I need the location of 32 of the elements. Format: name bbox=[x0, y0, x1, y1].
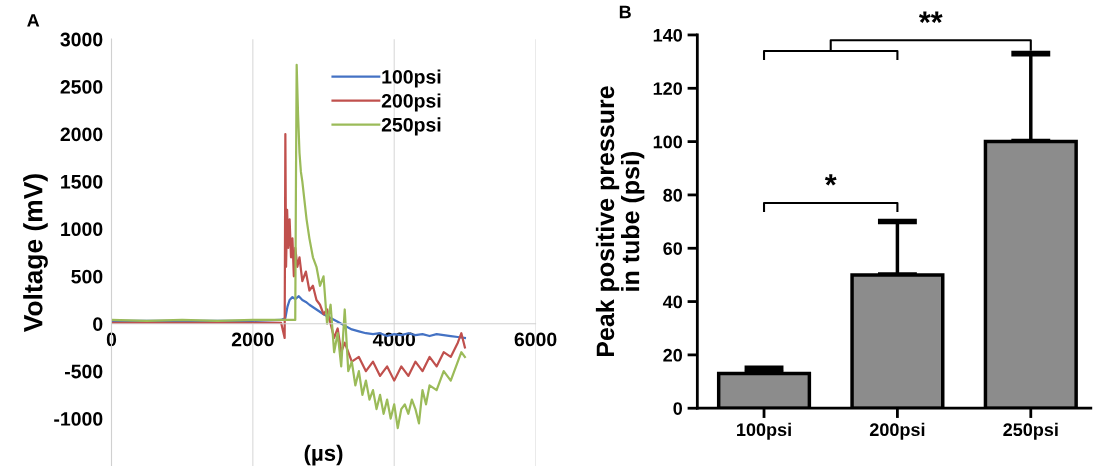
y-tick-label: 3000 bbox=[60, 32, 103, 47]
y-tick-label: 100 bbox=[653, 135, 683, 149]
y-tick-label: 120 bbox=[653, 82, 683, 95]
y-tick-label: 40 bbox=[662, 295, 683, 309]
y-tick-label: -1000 bbox=[54, 412, 103, 426]
legend-label: 100psi bbox=[382, 69, 441, 88]
x-axis-title: (µs) bbox=[304, 444, 343, 466]
x-tick-label: 250psi bbox=[1003, 422, 1058, 440]
y-tick-label: 80 bbox=[663, 188, 683, 202]
chart-title: B bbox=[619, 5, 631, 19]
y-tick-label: 2500 bbox=[60, 80, 103, 94]
y-tick-label: 60 bbox=[663, 242, 683, 255]
y-tick-label: 0 bbox=[93, 317, 103, 331]
legend-label: 250psi bbox=[381, 117, 441, 136]
y-tick-label: 1000 bbox=[61, 222, 103, 237]
x-tick-label: 200psi bbox=[869, 422, 925, 440]
y-tick-label: 2000 bbox=[60, 127, 103, 142]
y-tick-label: 20 bbox=[663, 348, 683, 362]
y-tick-label: 0 bbox=[673, 402, 683, 415]
chart-title: A bbox=[27, 14, 40, 27]
x-tick-label: 6000 bbox=[514, 332, 557, 347]
text: ** bbox=[918, 11, 943, 23]
y-tick-label: -500 bbox=[65, 364, 103, 379]
y-axis-title: Voltage (mV) bbox=[23, 174, 48, 333]
legend-label: 200psi bbox=[381, 93, 441, 112]
x-tick-label: 2000 bbox=[231, 332, 274, 347]
x-tick-label: 100psi bbox=[737, 422, 791, 440]
annotation: * bbox=[824, 174, 837, 186]
y-tick-label: 500 bbox=[71, 269, 103, 284]
y-tick-label: 1500 bbox=[61, 174, 103, 189]
y-axis-title: Peak positive pressure in tube (psi) bbox=[595, 86, 645, 357]
y-tick-label: 140 bbox=[653, 28, 683, 42]
